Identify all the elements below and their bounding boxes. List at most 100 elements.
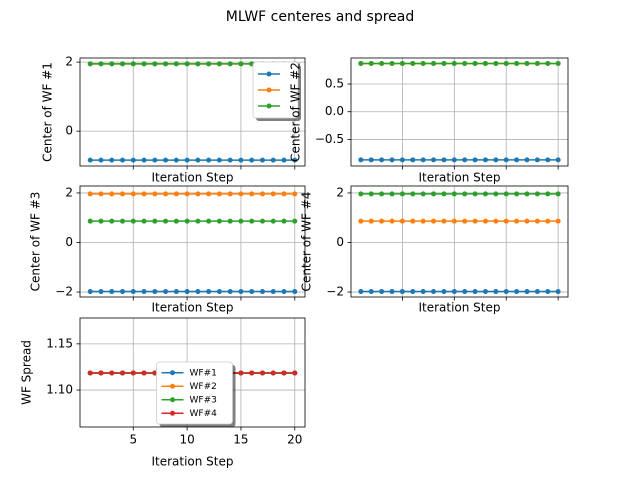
series-marker	[524, 61, 530, 67]
series-marker	[281, 289, 287, 295]
y-tick-label: −0.5	[315, 132, 344, 146]
series-marker	[173, 191, 179, 197]
series-marker	[109, 289, 115, 295]
series-marker	[141, 157, 147, 163]
series-marker	[420, 289, 426, 295]
series-marker	[368, 61, 374, 67]
series-marker	[441, 157, 447, 163]
legend-marker	[266, 71, 272, 77]
series-marker	[451, 191, 457, 197]
y-tick-label: 0	[65, 124, 73, 138]
series-marker	[358, 157, 364, 163]
series-marker	[545, 191, 551, 197]
series-marker	[98, 61, 104, 67]
series-marker	[482, 218, 488, 224]
series-marker	[259, 157, 265, 163]
series-marker	[109, 157, 115, 163]
legend-marker	[170, 410, 175, 416]
series-marker	[358, 289, 364, 295]
series-marker	[98, 191, 104, 197]
x-axis-label: Iteration Step	[151, 301, 233, 315]
series-marker	[206, 61, 212, 67]
series-marker	[109, 61, 115, 67]
legend-label: WF#1	[190, 368, 217, 378]
series-marker	[379, 218, 385, 224]
series-marker	[379, 289, 385, 295]
series-marker	[472, 61, 478, 67]
series-marker	[410, 191, 416, 197]
series-marker	[249, 289, 255, 295]
series-marker	[451, 218, 457, 224]
series-marker	[441, 218, 447, 224]
series-marker	[358, 191, 364, 197]
series-marker	[141, 61, 147, 67]
series-marker	[227, 289, 233, 295]
series-marker	[555, 289, 561, 295]
series-marker	[462, 289, 468, 295]
series-marker	[431, 61, 437, 67]
series-marker	[120, 157, 126, 163]
series-marker	[130, 61, 136, 67]
series-marker	[389, 61, 395, 67]
series-marker	[227, 218, 233, 224]
series-marker	[216, 61, 222, 67]
series-marker	[163, 218, 169, 224]
series-marker	[524, 157, 530, 163]
series-marker	[534, 157, 540, 163]
series-marker	[216, 157, 222, 163]
series-marker	[472, 218, 478, 224]
series-marker	[514, 191, 520, 197]
series-marker	[524, 191, 530, 197]
series-marker	[98, 370, 104, 376]
series-marker	[130, 191, 136, 197]
series-marker	[195, 191, 201, 197]
series-marker	[270, 191, 276, 197]
series-marker	[98, 289, 104, 295]
series-marker	[163, 61, 169, 67]
y-tick-label: 0	[65, 235, 73, 249]
series-marker	[420, 218, 426, 224]
legend	[252, 61, 301, 121]
series-marker	[130, 157, 136, 163]
series-marker	[358, 218, 364, 224]
series-marker	[109, 218, 115, 224]
series-marker	[130, 289, 136, 295]
y-tick-label: 2	[65, 185, 73, 199]
series-marker	[270, 218, 276, 224]
axes-frame	[350, 57, 569, 167]
series-marker	[141, 370, 147, 376]
series-marker	[259, 191, 265, 197]
series-marker	[238, 157, 244, 163]
series-marker	[216, 289, 222, 295]
series-marker	[399, 218, 405, 224]
legend-marker	[266, 103, 272, 109]
series-marker	[249, 370, 255, 376]
series-marker	[462, 218, 468, 224]
series-marker	[281, 157, 287, 163]
series-marker	[389, 191, 395, 197]
series-marker	[441, 289, 447, 295]
axes-frame	[350, 185, 569, 298]
series-marker	[503, 218, 509, 224]
series-marker	[152, 370, 158, 376]
series-marker	[270, 289, 276, 295]
series-marker	[238, 289, 244, 295]
series-marker	[206, 289, 212, 295]
series-marker	[451, 61, 457, 67]
series-marker	[379, 157, 385, 163]
series-marker	[281, 370, 287, 376]
series-marker	[173, 289, 179, 295]
series-marker	[173, 157, 179, 163]
series-marker	[292, 191, 298, 197]
series-marker	[420, 61, 426, 67]
y-axis-label: Center of WF #2	[289, 62, 303, 162]
series-marker	[141, 218, 147, 224]
legend-label: WF#4	[190, 409, 218, 419]
series-marker	[109, 191, 115, 197]
x-axis-label: Iteration Step	[151, 171, 233, 185]
series-marker	[410, 157, 416, 163]
y-axis-label: WF Spread	[20, 340, 34, 405]
series-marker	[514, 157, 520, 163]
series-marker	[120, 191, 126, 197]
series-marker	[410, 289, 416, 295]
